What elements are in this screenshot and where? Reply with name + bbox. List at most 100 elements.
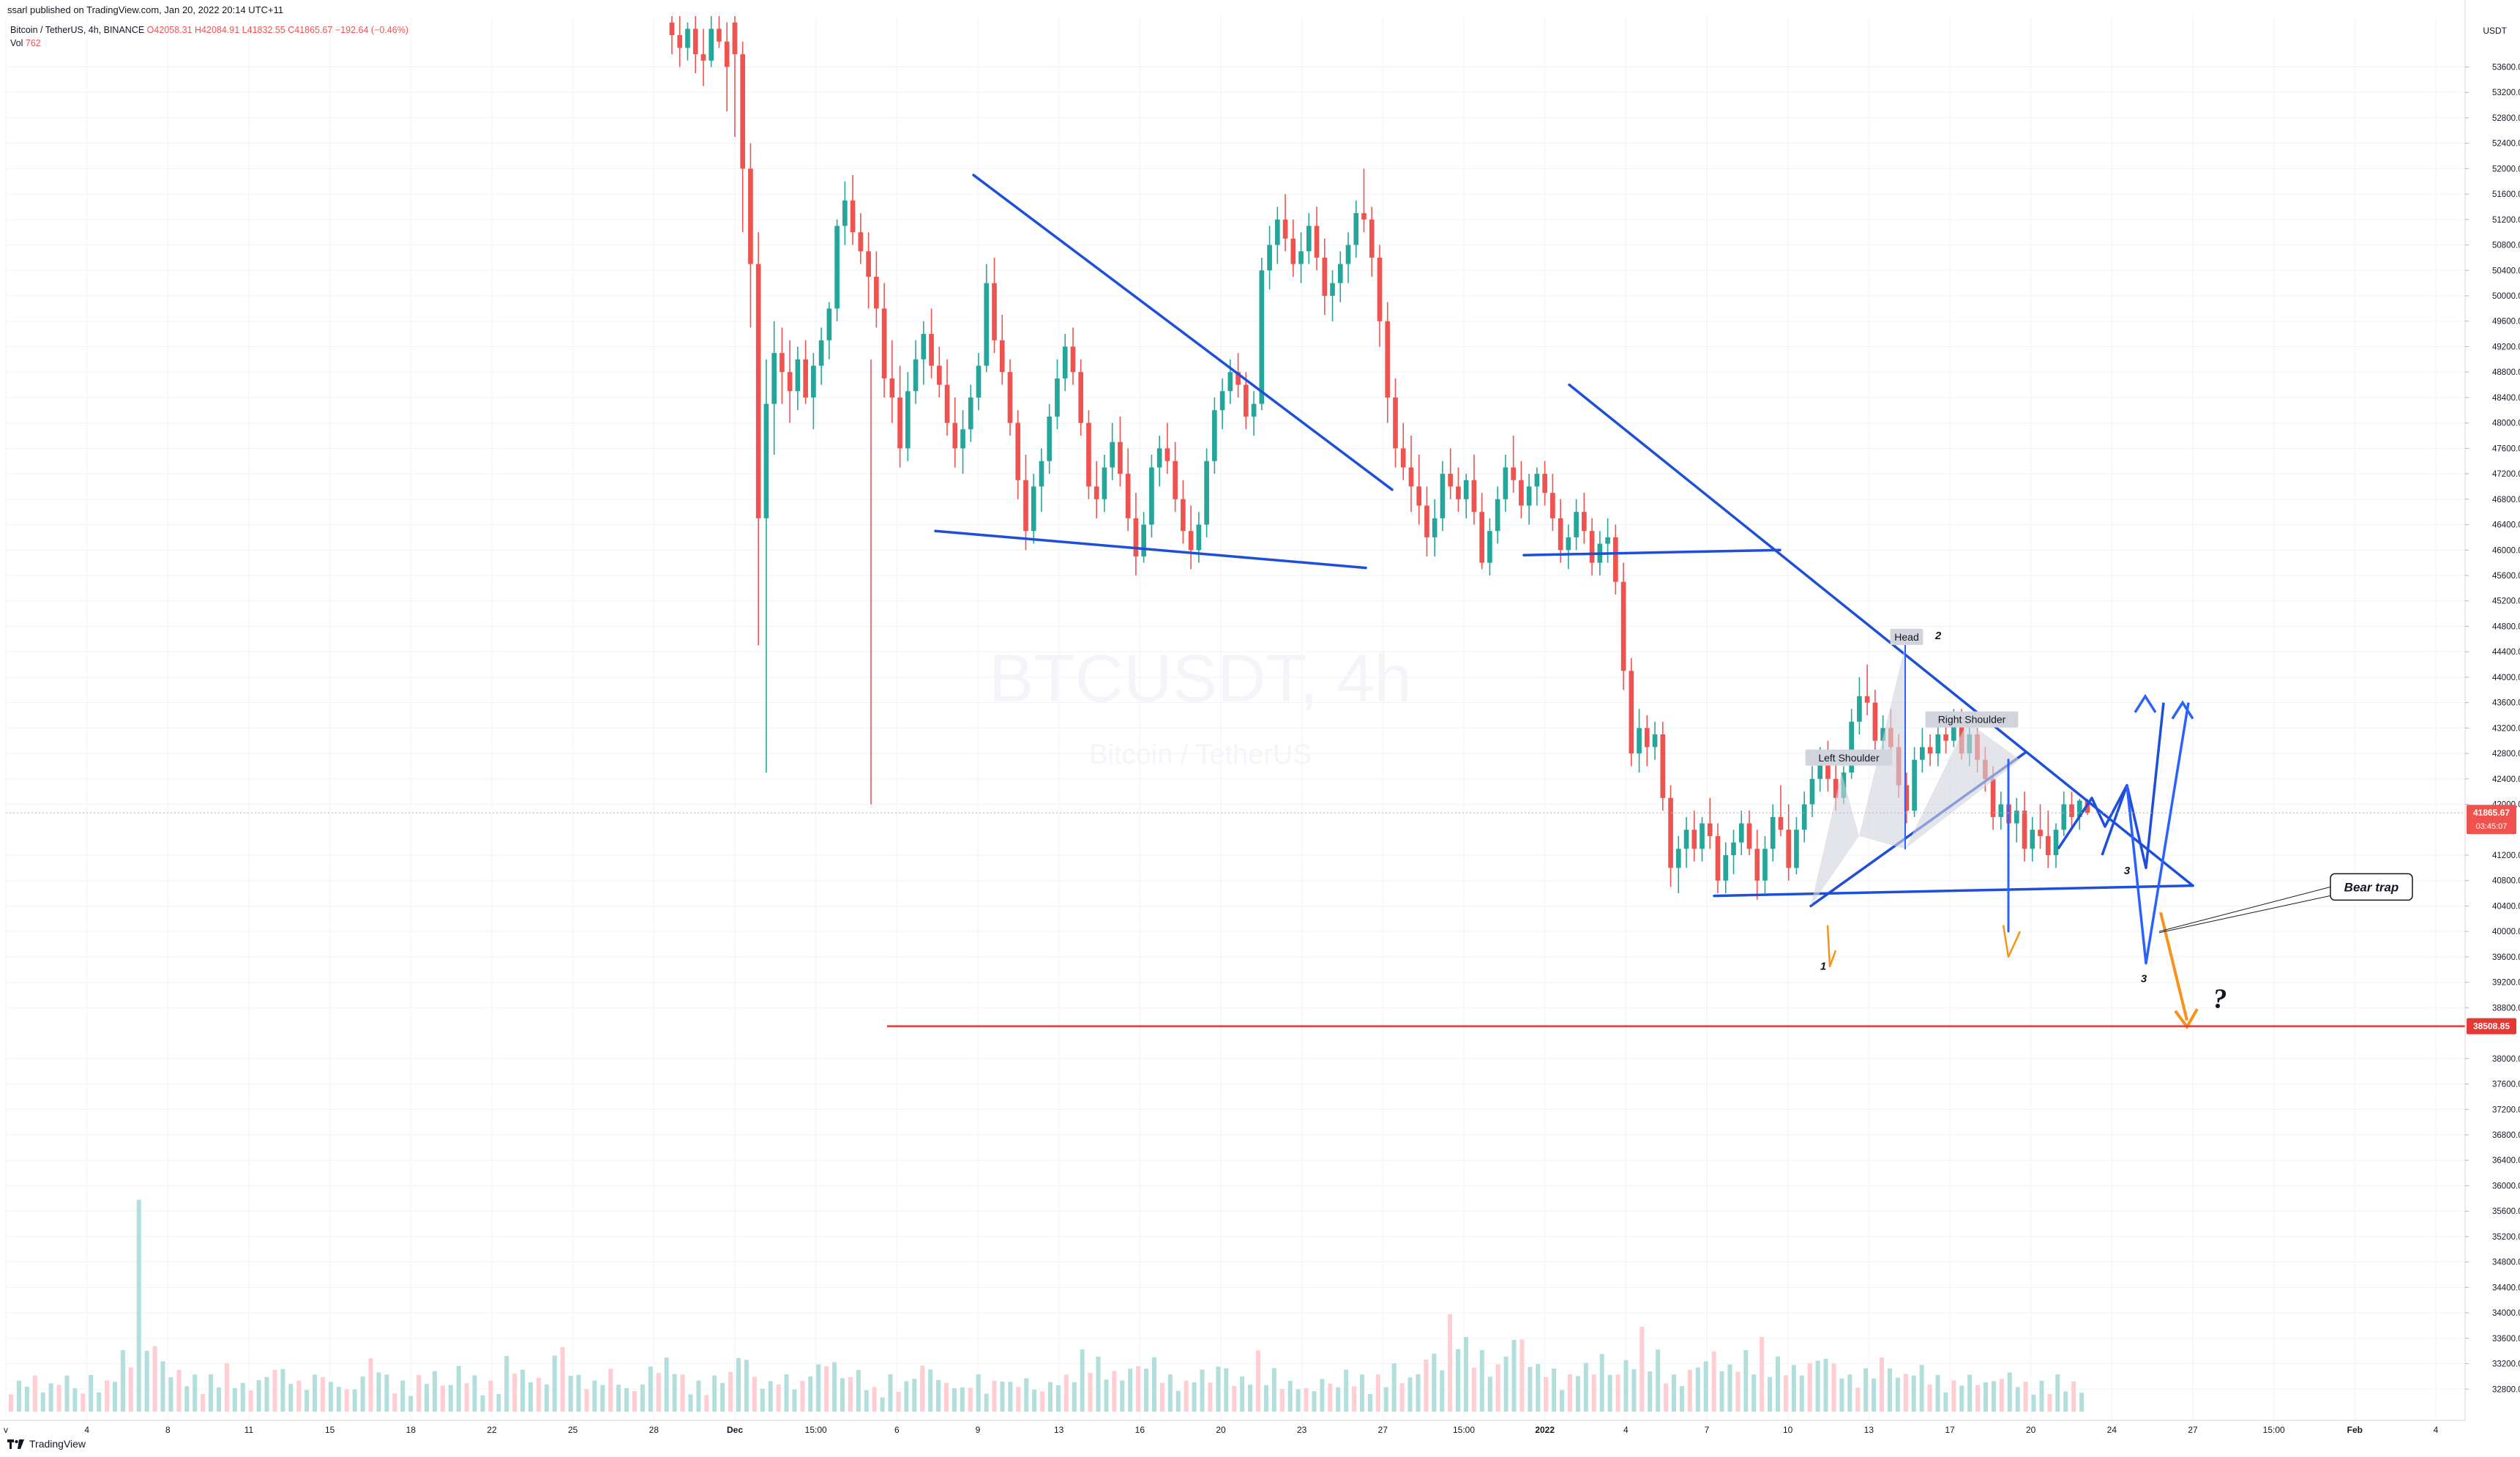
candle-body [1007,372,1013,423]
candle-body [1164,448,1170,461]
candle-body [700,54,706,61]
volume-bar [504,1355,509,1412]
candle-body [1731,842,1736,855]
wave-number: 1 [1820,960,1826,972]
candle-body [1062,346,1068,379]
y-tick-label: 48800.00 [2492,368,2520,377]
x-tick-label: 15:00 [2263,1425,2285,1435]
candle-body [1691,830,1697,849]
volume-bar [1008,1382,1013,1412]
x-tick-label: 4 [84,1425,89,1435]
candle-body [984,283,990,366]
volume-bar [384,1374,389,1412]
volume-label: Vol [10,38,23,48]
y-tick-label: 35600.00 [2492,1207,2520,1216]
volume-bar [632,1391,637,1412]
volume-bar [1360,1374,1364,1412]
volume-bar [352,1389,357,1412]
candle-body [874,276,879,309]
volume-bars [9,1199,2085,1412]
volume-bar [1375,1374,1380,1412]
x-tick-label: Dec [727,1425,743,1435]
y-tick-label: 43600.00 [2492,699,2520,708]
candle-body [1196,524,1202,551]
candle-body [771,353,777,404]
candle-body [1361,213,1366,220]
volume-bar [472,1375,477,1412]
volume-bar [1503,1356,1508,1412]
candle-body [1149,467,1154,525]
candle-body [1070,346,1076,373]
volume-bar [1479,1349,1484,1412]
candle-body [1550,493,1555,518]
y-tick-label: 40400.00 [2492,902,2520,911]
tradingview-logo[interactable]: TradingView [7,1438,86,1450]
candle-body [1369,219,1375,258]
y-tick-label: 35200.00 [2492,1233,2520,1242]
y-tick-label: 50000.00 [2492,292,2520,301]
volume-bar [872,1387,877,1412]
volume-bar [1352,1386,1357,1412]
candle-body [1864,696,1870,703]
callout-box [2330,873,2413,901]
volume-bar [896,1391,901,1412]
volume-bar [1024,1378,1029,1412]
x-tick-label: 20 [2026,1425,2036,1435]
volume-bar [1919,1365,1924,1412]
candle-body [1487,531,1492,563]
volume-bar [1144,1368,1149,1412]
candle-body [1738,823,1744,843]
x-tick-label: 27 [1378,1425,1388,1435]
volume-bar [984,1393,989,1412]
volume-bar [1951,1380,1956,1412]
x-tick-label: 28 [649,1425,659,1435]
volume-bar [1456,1349,1461,1412]
volume-bar [1295,1389,1301,1412]
volume-bar [400,1380,405,1412]
volume-bar [232,1387,237,1412]
candle-body [1471,480,1477,513]
y-tick-label: 51200.00 [2492,216,2520,225]
volume-bar [272,1369,277,1412]
candle-body [1920,747,1925,760]
candle-body [1833,778,1839,798]
candle-body [1047,416,1053,461]
candle-body [1086,422,1091,487]
y-tick-label: 39200.00 [2492,979,2520,988]
candle-body [1377,257,1383,321]
annotation-label: Head [1894,631,1918,643]
wave-number: 3 [2141,973,2147,985]
x-tick-label: 24 [2107,1425,2117,1435]
volume-bar [720,1382,725,1412]
volume-bar [248,1390,253,1412]
candle-body [779,353,785,373]
y-tick-label: 38800.00 [2492,1004,2520,1013]
volume-bar [321,1376,325,1412]
candle-body [803,359,808,398]
volume-bar [1552,1368,1557,1412]
candle-body [1675,849,1681,868]
volume-bar [136,1199,141,1412]
candle-body [1849,721,1854,773]
x-tick-label: 9 [976,1425,981,1435]
chart-drawings [6,174,2465,1030]
y-tick-label: 36400.00 [2492,1157,2520,1166]
volume-bar [712,1375,717,1412]
price-countdown-text: 03:45:07 [2476,822,2508,831]
volume-bar [160,1361,165,1412]
orange-wick-1 [1826,925,1837,968]
symbol-name: Bitcoin / TetherUS, 4h, BINANCE [10,25,145,35]
volume-bar [1887,1368,1892,1412]
candle-body [1290,238,1296,264]
y-tick-label: 52800.00 [2492,114,2520,123]
volume-bar [1096,1356,1101,1412]
volume-bar [1344,1369,1349,1412]
volume-bar [2079,1393,2085,1412]
annotation-label: Left Shoulder [1818,752,1880,764]
volume-bar [1872,1378,1877,1412]
candle-body [1629,671,1634,754]
y-tick-label: 48000.00 [2492,420,2520,428]
volume-bar [1448,1313,1453,1412]
x-tick-label: v [4,1425,8,1435]
